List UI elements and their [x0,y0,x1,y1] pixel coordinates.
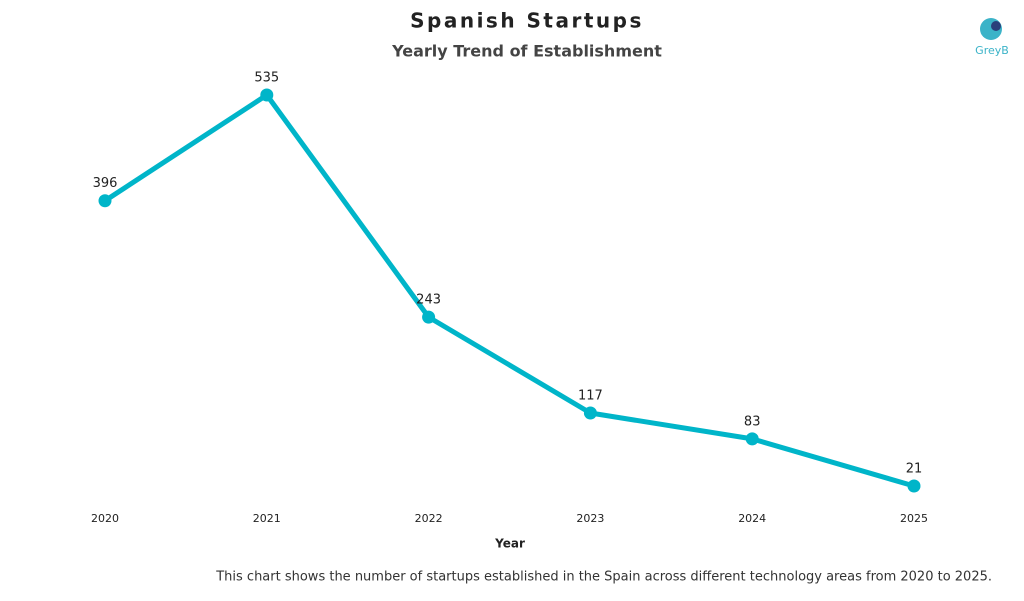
x-tick-label: 2022 [415,512,443,525]
point [98,194,112,208]
value-label: 117 [578,388,603,403]
value-label: 243 [416,293,441,308]
logo: GreyB [975,18,1009,57]
x-tick-label: 2025 [900,512,928,525]
value-label: 21 [906,462,923,477]
x-tick-label: 2023 [576,512,604,525]
point [583,406,597,420]
caption: This chart shows the number of startups … [215,570,992,585]
x-tick-label: 2021 [253,512,281,525]
point [260,88,274,102]
point [422,310,436,324]
x-tick-label: 2020 [91,512,119,525]
logo-text: GreyB [975,44,1009,57]
chart-title: Spanish Startups [410,9,644,33]
value-label: 535 [254,71,279,86]
chart-subtitle: Yearly Trend of Establishment [391,42,662,61]
value-label: 83 [744,414,761,429]
point [907,479,921,493]
x-axis-label: Year [494,537,525,551]
value-label: 396 [93,176,118,191]
x-tick-label: 2024 [738,512,766,525]
logo-icon-dot [991,21,1001,31]
line [103,92,915,489]
point [745,432,759,446]
